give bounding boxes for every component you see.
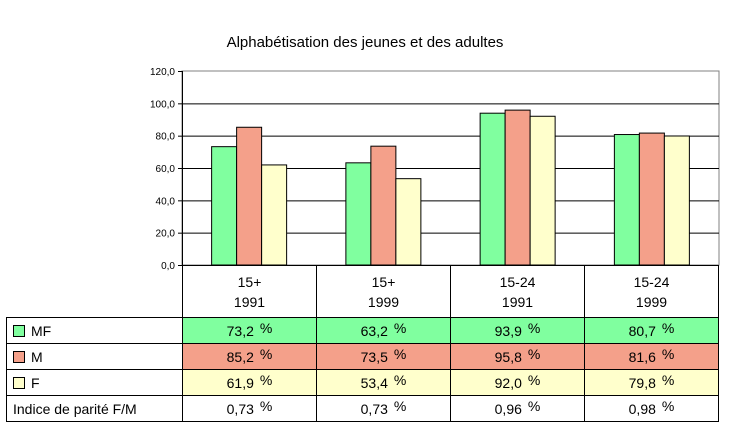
bar-mf-2 (345, 162, 372, 266)
category-label: 15-24 1999 (584, 265, 719, 318)
legend-entry-m: M (6, 343, 183, 370)
bar-mf-1 (211, 146, 238, 266)
parity-row: Indice de parité F/M 0,73% 0,73% 0,96% 0… (6, 395, 719, 422)
bar-m-3 (504, 109, 531, 266)
bar-m-1 (236, 126, 263, 266)
data-cell: 92,0% (450, 369, 585, 396)
data-cell: 63,2% (316, 317, 451, 344)
legend-entry-f: F (6, 369, 183, 396)
y-tick-label: 60,0 (156, 164, 176, 175)
chart-plot: 0,0 20,0 40,0 60,0 80,0 100,0 120,0 (150, 67, 720, 272)
category-label: 15-24 1991 (450, 265, 585, 318)
parity-cell: 0,73% (316, 395, 451, 422)
bar-mf-3 (479, 112, 506, 266)
data-cell: 85,2% (182, 343, 317, 370)
parity-cell: 0,96% (450, 395, 585, 422)
category-label: 15+ 1991 (182, 265, 317, 318)
y-tick-label: 0,0 (161, 261, 175, 272)
chart-title: Alphabétisation des jeunes et des adulte… (226, 34, 504, 51)
data-cell: 80,7% (584, 317, 719, 344)
data-cell: 73,5% (316, 343, 451, 370)
bar-f-4 (663, 135, 690, 266)
parity-label: Indice de parité F/M (6, 395, 183, 422)
legend-swatch-f (13, 376, 25, 389)
data-cell: 53,4% (316, 369, 451, 396)
bar-f-2 (395, 178, 422, 266)
bar-mf-4 (613, 134, 640, 266)
y-tick-label: 80,0 (156, 132, 176, 143)
data-cell: 79,8% (584, 369, 719, 396)
y-tick-label: 40,0 (156, 196, 176, 207)
bar-m-2 (370, 145, 397, 266)
y-tick-label: 20,0 (156, 229, 176, 240)
data-cell: 81,6% (584, 343, 719, 370)
data-cell: 95,8% (450, 343, 585, 370)
bar-m-4 (638, 132, 665, 266)
series-row-m: M 85,2% 73,5% 95,8% 81,6% (6, 343, 719, 370)
axis-layer: 0,0 20,0 40,0 60,0 80,0 100,0 120,0 (150, 67, 183, 272)
data-table: 15+ 1991 15+ 1999 15-24 1991 15-24 1999 MF 7… (6, 265, 719, 422)
bars-layer (211, 109, 690, 266)
category-header-row: 15+ 1991 15+ 1999 15-24 1991 15-24 1999 (7, 265, 719, 318)
table-corner (7, 266, 183, 318)
legend-swatch-m (13, 350, 25, 363)
parity-cell: 0,98% (584, 395, 719, 422)
category-label: 15+ 1999 (316, 265, 451, 318)
series-row-f: F 61,9% 53,4% 92,0% 79,8% (6, 369, 719, 396)
y-tick-label: 120,0 (150, 67, 175, 78)
legend-swatch-mf (13, 324, 25, 337)
parity-cell: 0,73% (182, 395, 317, 422)
bar-f-1 (261, 164, 288, 266)
y-tick-label: 100,0 (150, 99, 175, 110)
data-cell: 73,2% (182, 317, 317, 344)
series-row-mf: MF 73,2% 63,2% 93,9% 80,7% (6, 317, 719, 344)
legend-entry-mf: MF (6, 317, 183, 344)
data-cell: 93,9% (450, 317, 585, 344)
bar-f-3 (529, 115, 556, 266)
data-cell: 61,9% (182, 369, 317, 396)
